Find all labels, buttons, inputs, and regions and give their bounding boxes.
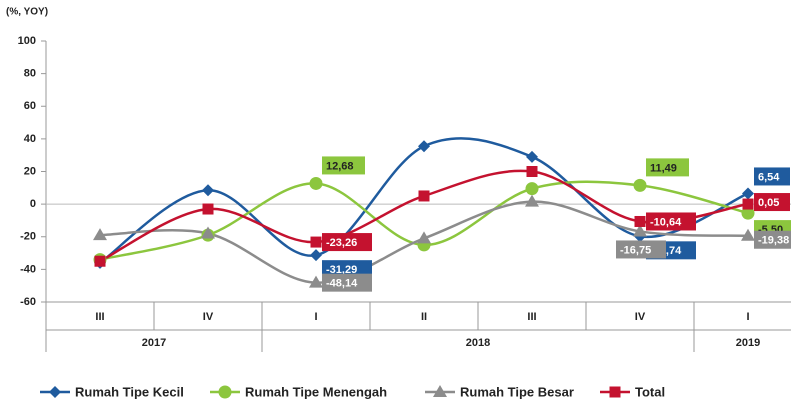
x-tick-label: I <box>746 311 749 323</box>
data-point <box>310 249 322 262</box>
legend-marker <box>609 386 621 398</box>
data-point <box>525 194 539 207</box>
legend-marker <box>433 385 447 397</box>
data-point <box>93 228 107 241</box>
y-tick-label: 60 <box>24 100 36 112</box>
y-tick-label: 0 <box>30 198 36 210</box>
data-point <box>633 178 647 192</box>
data-point <box>741 206 755 220</box>
x-tick-label: IV <box>635 311 646 323</box>
legend-label: Rumah Tipe Besar <box>460 384 574 399</box>
value-label-box <box>646 212 696 231</box>
data-point <box>202 184 214 197</box>
legend-marker <box>49 386 61 398</box>
legend-label: Rumah Tipe Menengah <box>245 384 387 399</box>
data-point <box>742 198 754 210</box>
value-label-box <box>322 156 365 175</box>
value-label-box <box>322 233 372 252</box>
x-tick-label: III <box>527 311 536 323</box>
data-point <box>741 228 755 241</box>
y-tick-label: -60 <box>20 296 36 308</box>
value-label: -19,74 <box>650 245 682 257</box>
x-tick-label: I <box>314 311 317 323</box>
value-label-box <box>754 193 790 212</box>
group-label: 2017 <box>142 337 166 349</box>
value-label-box <box>322 273 372 292</box>
data-point <box>309 275 323 288</box>
y-tick-label: 40 <box>24 133 36 145</box>
legend-marker <box>218 385 232 399</box>
x-tick-label: III <box>95 311 104 323</box>
data-point <box>94 255 106 267</box>
value-label: -31,29 <box>326 264 357 276</box>
data-point <box>633 224 647 237</box>
value-label-box <box>616 240 666 259</box>
legend-label: Total <box>635 384 665 399</box>
value-label: -19,38 <box>758 235 789 247</box>
x-tick-label: IV <box>203 311 214 323</box>
data-point <box>310 236 322 248</box>
y-tick-label: 20 <box>24 165 36 177</box>
data-point <box>526 150 538 163</box>
data-point <box>309 176 323 190</box>
value-label: -48,14 <box>326 278 358 290</box>
value-label: -23,26 <box>326 237 357 249</box>
data-point <box>202 203 214 215</box>
value-label: 0,05 <box>758 197 779 209</box>
y-tick-label: -20 <box>20 231 36 243</box>
group-label: 2018 <box>466 337 490 349</box>
data-point <box>526 166 538 177</box>
x-tick-label: II <box>421 311 427 323</box>
legend-label: Rumah Tipe Kecil <box>75 384 184 399</box>
data-point <box>634 215 646 227</box>
value-label: -16,75 <box>620 244 651 256</box>
value-label-box <box>646 158 689 177</box>
data-point <box>418 190 430 202</box>
value-label-box <box>754 167 790 186</box>
value-label: -10,64 <box>650 216 682 228</box>
value-label: 6,54 <box>758 171 780 183</box>
y-tick-label: -40 <box>20 263 36 275</box>
value-label: 11,49 <box>650 162 677 174</box>
data-point <box>742 187 754 200</box>
data-point <box>417 231 431 244</box>
data-point <box>525 182 539 196</box>
y-tick-label: 100 <box>18 35 36 47</box>
data-point <box>201 226 215 239</box>
group-label: 2019 <box>736 337 760 349</box>
y-tick-label: 80 <box>24 68 36 80</box>
value-label: 12,68 <box>326 160 354 172</box>
value-label-box <box>754 230 791 249</box>
data-point <box>418 140 430 153</box>
y-unit-label: (%, YOY) <box>6 7 48 18</box>
